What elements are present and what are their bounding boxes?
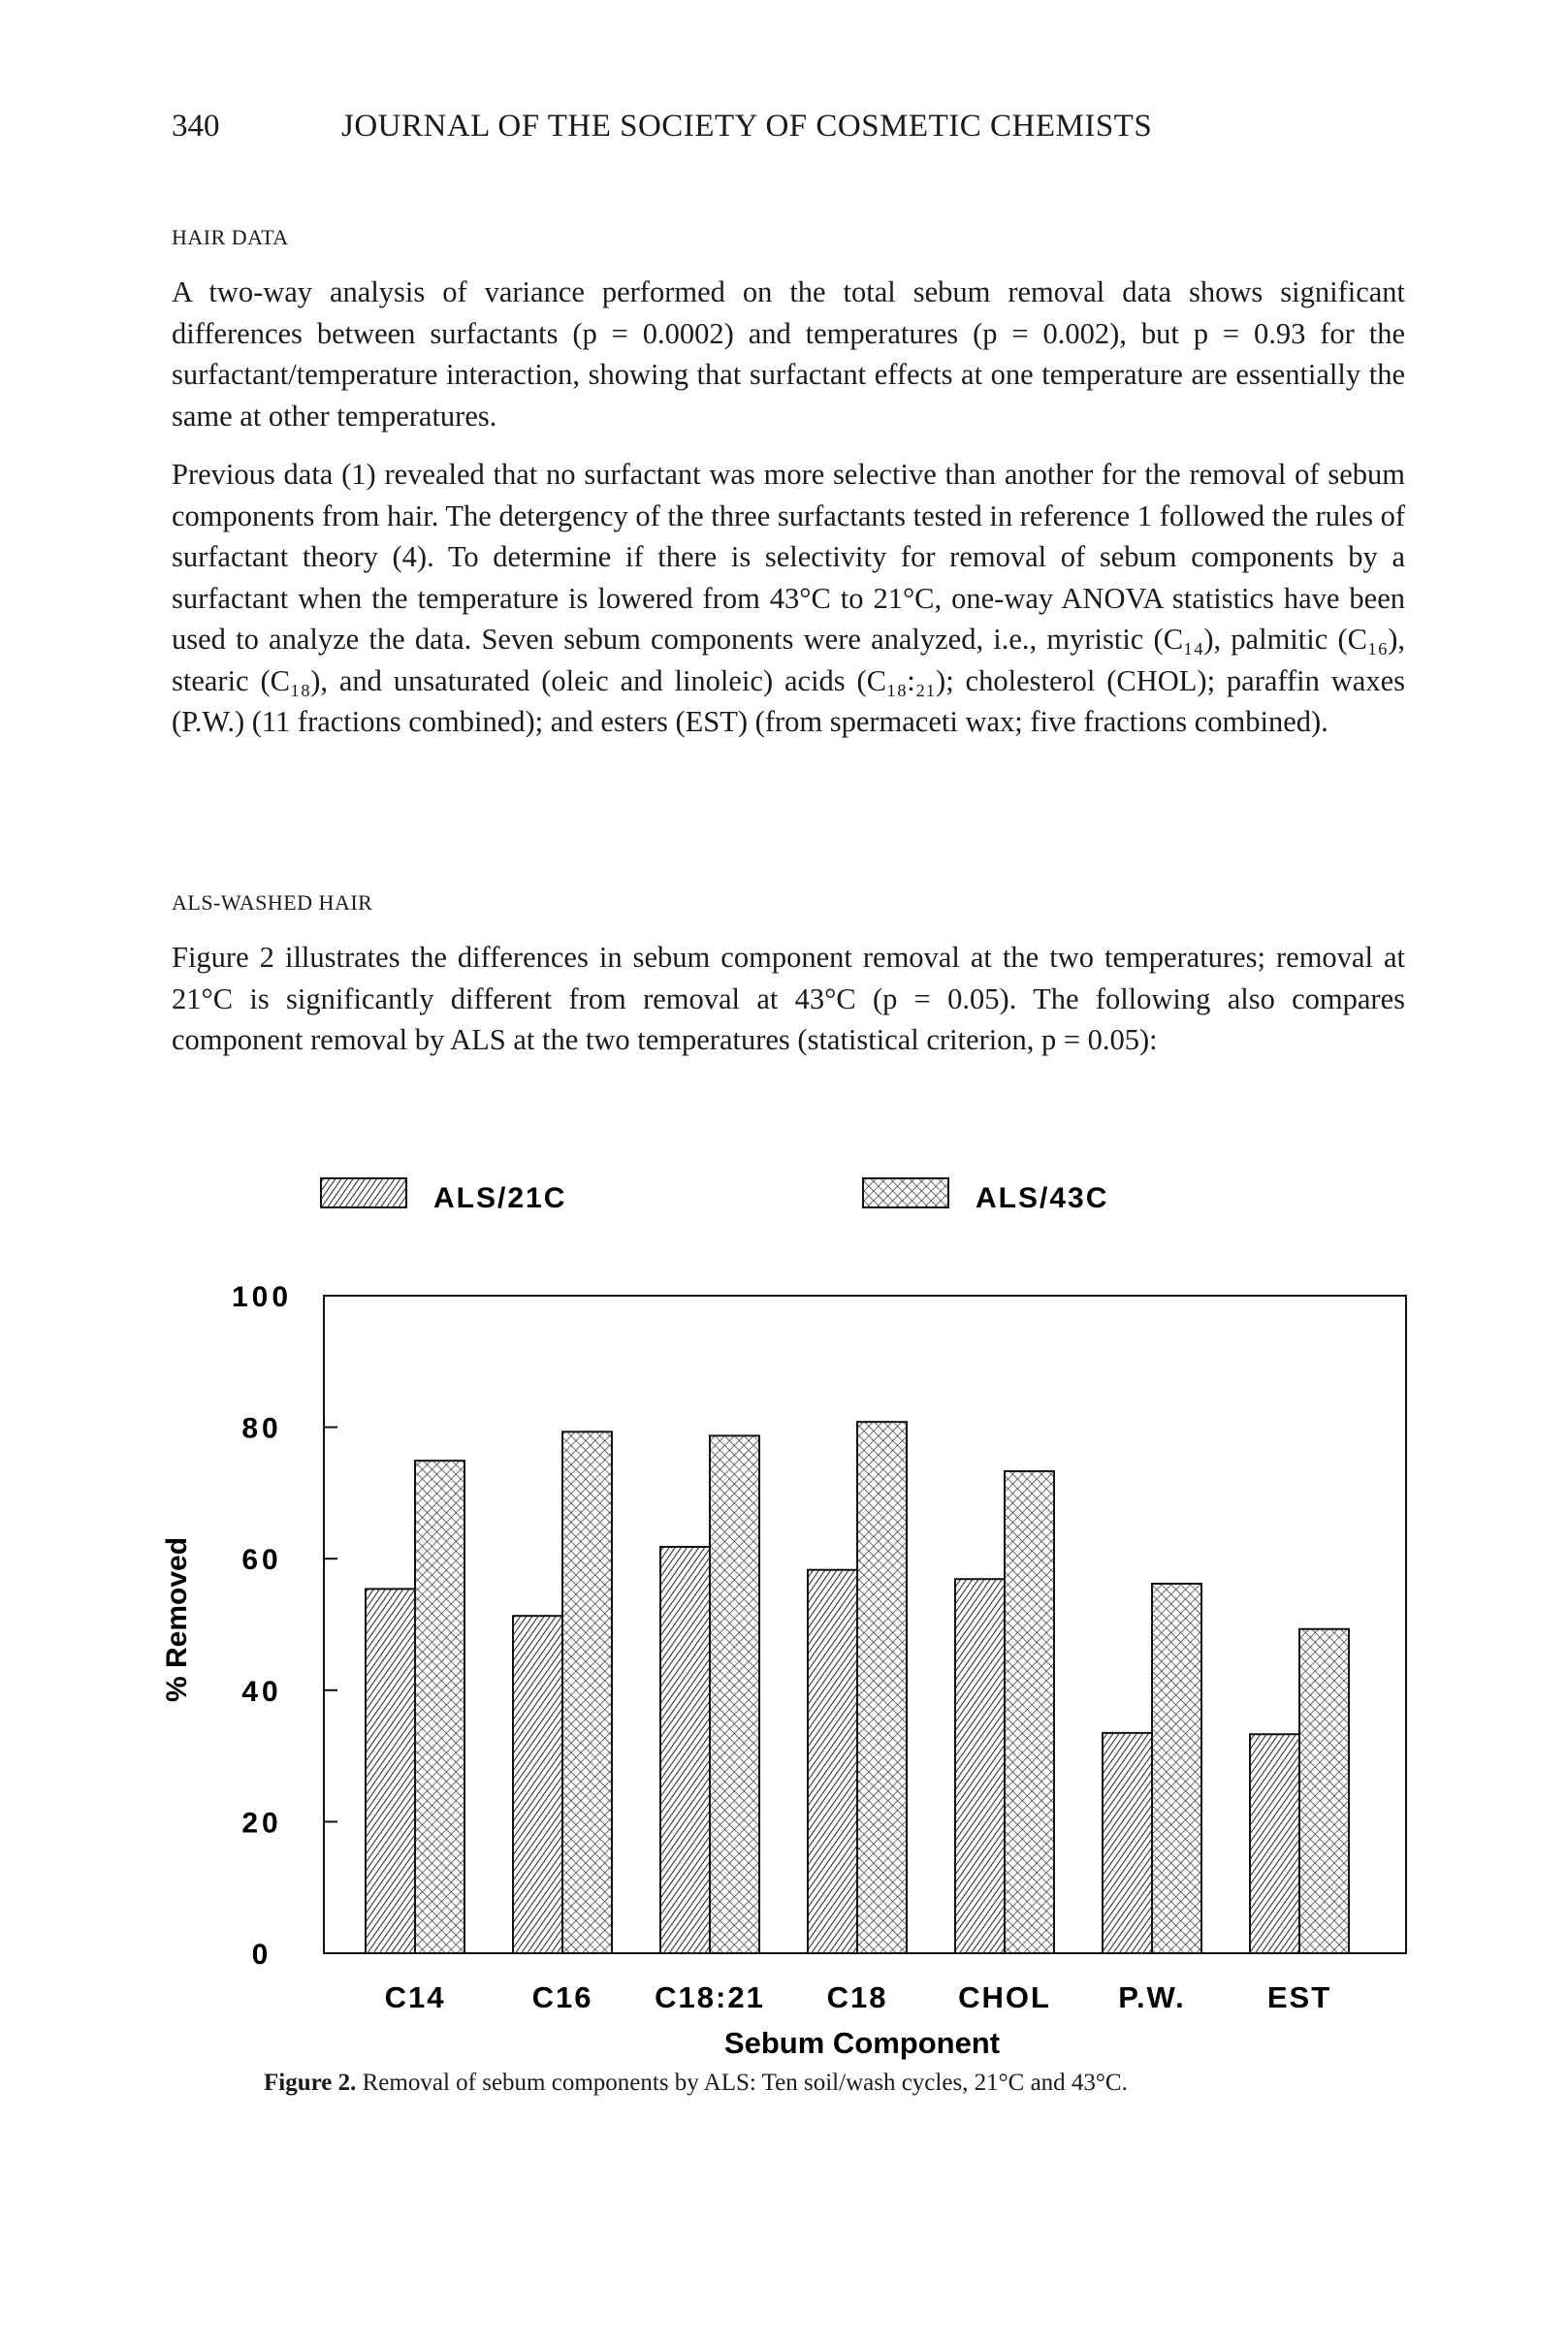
bar-als-21c-c18-21	[659, 1545, 711, 1954]
x-tick-label: C18:21	[655, 1980, 765, 2014]
bar-als-43c-p-w-	[1151, 1582, 1202, 1954]
paragraph-anova: A two-way analysis of variance performed…	[172, 275, 1405, 433]
journal-title: JOURNAL OF THE SOCIETY OF COSMETIC CHEMI…	[341, 109, 1153, 144]
bar-als-21c-c18	[807, 1568, 858, 1954]
x-tick-label: C16	[532, 1980, 593, 2014]
bar-als-21c-c16	[512, 1615, 563, 1955]
bar-als-43c-chol	[1004, 1470, 1055, 1954]
x-tick-label: CHOL	[958, 1980, 1051, 2014]
bar-als-43c-c14	[414, 1460, 465, 1954]
x-tick-label: C14	[385, 1980, 446, 2014]
y-tick-label: 80	[241, 1413, 281, 1445]
bar-als-43c-c16	[561, 1430, 613, 1954]
paragraph-previous-data: Previous data (1) revealed that no surfa…	[172, 458, 1405, 738]
y-tick-label: 20	[241, 1807, 281, 1839]
bar-als-21c-p-w-	[1102, 1731, 1153, 1954]
bar-als-21c-chol	[954, 1578, 1006, 1955]
bar-als-43c-c18	[856, 1421, 908, 1954]
bar-als-21c-est	[1249, 1733, 1300, 1954]
bars	[365, 1421, 1350, 1955]
paragraph-figure2-intro: Figure 2 illustrates the differences in …	[172, 941, 1405, 1056]
bar-als-21c-c14	[365, 1588, 416, 1954]
legend-swatch-0	[320, 1177, 407, 1208]
section-heading-als-washed: ALS-WASHED HAIR	[172, 890, 373, 915]
caption-label: Figure 2.	[264, 2070, 357, 2096]
legend-label: ALS/43C	[976, 1182, 1108, 1214]
y-tick-label: 0	[252, 1939, 272, 1971]
page-number: 340	[172, 109, 220, 144]
x-axis-label: Sebum Component	[724, 2026, 1000, 2060]
figure-caption: Figure 2. Removal of sebum components by…	[264, 2070, 1524, 2097]
bar-als-43c-est	[1298, 1627, 1350, 1954]
legend-swatch-1	[862, 1177, 949, 1208]
caption-text: Removal of sebum components by ALS: Ten …	[362, 2070, 1128, 2096]
y-tick-label: 100	[232, 1281, 292, 1313]
x-tick-label: C18	[827, 1980, 888, 2014]
section-heading-hair-data: HAIR DATA	[172, 225, 289, 249]
x-tick-label: EST	[1267, 1980, 1331, 2014]
x-tick-label: P.W.	[1118, 1980, 1185, 2014]
y-tick-label: 60	[241, 1544, 281, 1576]
y-tick-label: 40	[241, 1676, 281, 1708]
axes: 0 20 40 60 80 100 C14 C16 C18:21 C18 CHOL P.W. EST	[232, 1281, 1407, 2014]
bar-als-43c-c18-21	[709, 1434, 760, 1954]
legend-label: ALS/21C	[433, 1182, 566, 1214]
y-axis-label: % Removed	[161, 1537, 193, 1702]
legend: ALS/21C ALS/43C	[320, 1177, 1108, 1214]
